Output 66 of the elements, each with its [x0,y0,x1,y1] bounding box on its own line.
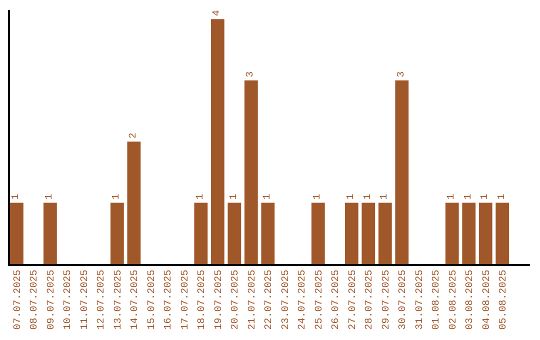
x-tick-label: 07.07.2025 [12,270,24,330]
data-label: 1 [362,194,374,200]
x-tick-label: 09.07.2025 [46,270,58,330]
x-tick-label: 03.08.2025 [465,270,476,330]
x-tick-label: 31.07.2025 [414,270,426,330]
bar [378,202,392,264]
data-label: 1 [11,194,22,200]
x-tick-label: 14.07.2025 [130,270,142,330]
bar [311,202,325,264]
data-label: 3 [246,71,257,78]
data-label: 1 [496,194,508,200]
data-label: 4 [212,10,224,16]
data-label: 1 [44,194,56,200]
bar [127,142,141,264]
x-tick-label: 24.07.2025 [298,270,309,330]
bar [261,202,275,264]
bar [496,202,510,264]
x-tick-label: 21.07.2025 [247,270,258,330]
x-tick-label: 04.08.2025 [482,270,493,330]
x-tick-label: 29.07.2025 [381,270,392,330]
x-tick-label: 01.08.2025 [432,270,443,330]
x-tick-label: 11.07.2025 [80,270,91,330]
data-label: 2 [128,132,140,139]
x-tick-label: 17.07.2025 [180,270,192,330]
bar [362,202,376,264]
data-label: 1 [463,194,474,200]
x-tick-label: 10.07.2025 [63,270,74,330]
bar [43,202,57,264]
data-label: 1 [112,194,123,200]
x-tick-label: 27.07.2025 [348,270,359,330]
data-label: 1 [195,194,206,200]
data-label: 1 [480,194,492,200]
data-label: 1 [346,194,358,200]
bar [244,80,258,264]
data-label: 3 [396,71,408,78]
x-tick-label: 16.07.2025 [164,270,175,330]
x-tick-label: 05.08.2025 [498,270,510,330]
data-label: 1 [228,194,240,200]
x-tick-label: 22.07.2025 [264,270,276,330]
bar [10,202,24,264]
bar [228,202,242,264]
bar [210,19,224,264]
x-tick-label: 28.07.2025 [364,270,376,330]
bar [395,80,409,264]
x-tick-label: 12.07.2025 [96,270,108,330]
bar [478,202,492,264]
x-tick-label: 13.07.2025 [113,270,124,330]
x-tick-label: 15.07.2025 [146,270,158,330]
bar [194,202,208,264]
data-label: 1 [380,194,391,200]
x-tick-label: 08.07.2025 [30,270,41,330]
bar [445,202,459,264]
x-tick-label: 18.07.2025 [197,270,208,330]
x-tick-label: 23.07.2025 [280,270,292,330]
data-label: 1 [312,194,324,200]
x-tick-label: 20.07.2025 [230,270,242,330]
data-label: 1 [262,194,274,200]
x-tick-label: 02.08.2025 [448,270,460,330]
x-tick-label: 26.07.2025 [331,270,342,330]
x-tick-label: 30.07.2025 [398,270,410,330]
x-tick-label: 25.07.2025 [314,270,326,330]
data-label: 1 [446,194,458,200]
x-tick-label: 19.07.2025 [214,270,225,330]
bar [462,202,476,264]
bar [344,202,358,264]
bar [110,202,124,264]
